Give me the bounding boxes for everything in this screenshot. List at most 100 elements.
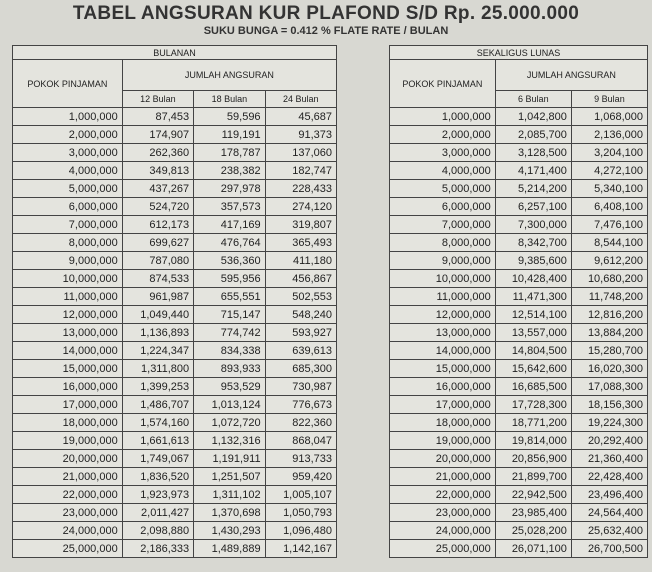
- principal: 3,000,000: [12, 143, 123, 162]
- installment: 5,214,200: [494, 179, 572, 198]
- installment: 8,544,100: [570, 233, 649, 252]
- principal: 2,000,000: [12, 125, 123, 144]
- lump-sum-table: SEKALIGUS LUNAS POKOK PINJAMAN JUMLAH ANGS…: [389, 45, 649, 558]
- term-row: 6 Bulan 9 Bulan: [390, 90, 649, 108]
- installment: 365,493: [264, 233, 338, 252]
- installment: 349,813: [121, 161, 195, 180]
- data-row: 20,000,000 1,749,067 1,191,911 913,733: [12, 449, 338, 468]
- installment: 26,700,500: [570, 539, 649, 558]
- installment: 5,340,100: [570, 179, 649, 198]
- installment: 14,804,500: [494, 341, 572, 360]
- data-row: 15,000,000 15,642,600 16,020,300: [389, 359, 649, 378]
- principal: 15,000,000: [389, 359, 496, 378]
- installment: 595,956: [193, 269, 266, 288]
- data-row: 10,000,000 874,533 595,956 456,867: [12, 269, 338, 288]
- installment: 953,529: [193, 377, 266, 396]
- installment: 137,060: [264, 143, 338, 162]
- installment: 21,360,400: [570, 449, 649, 468]
- installment: 12,514,100: [494, 305, 572, 324]
- term-row: 12 Bulan 18 Bulan 24 Bulan: [13, 90, 338, 108]
- installment: 274,120: [264, 197, 338, 216]
- installment: 174,907: [121, 125, 195, 144]
- data-row: 19,000,000 1,661,613 1,132,316 868,047: [12, 431, 338, 450]
- data-row: 9,000,000 9,385,600 9,612,200: [389, 251, 649, 270]
- installment: 776,673: [264, 395, 338, 414]
- installment: 24,564,400: [570, 503, 649, 522]
- installment: 1,142,167: [264, 539, 338, 558]
- section-header: BULANAN: [12, 45, 337, 60]
- installment: 178,787: [193, 143, 266, 162]
- principal: 10,000,000: [12, 269, 123, 288]
- installment: 1,370,698: [193, 503, 266, 522]
- installment: 21,899,700: [494, 467, 572, 486]
- data-row: 3,000,000 3,128,500 3,204,100: [389, 143, 649, 162]
- principal-header: POKOK PINJAMAN: [389, 59, 496, 108]
- data-row: 14,000,000 14,804,500 15,280,700: [389, 341, 649, 360]
- installment: 22,428,400: [570, 467, 649, 486]
- installment-table: BULANAN POKOK PINJAMAN JUMLAH ANGSURAN 12 B…: [12, 45, 338, 558]
- installment: 16,685,500: [494, 377, 572, 396]
- installment: 2,136,000: [570, 125, 649, 144]
- amount-header: JUMLAH ANGSURAN: [121, 59, 338, 91]
- installment: 119,191: [193, 125, 266, 144]
- principal: 11,000,000: [12, 287, 123, 306]
- installment: 15,642,600: [494, 359, 572, 378]
- installment: 913,733: [264, 449, 338, 468]
- installment: 2,085,700: [494, 125, 572, 144]
- data-row: 1,000,000 87,453 59,596 45,687: [12, 107, 338, 126]
- principal: 23,000,000: [389, 503, 496, 522]
- installment: 7,476,100: [570, 215, 649, 234]
- installment: 1,311,800: [121, 359, 195, 378]
- installment: 59,596: [193, 107, 266, 126]
- installment: 536,360: [193, 251, 266, 270]
- principal: 17,000,000: [12, 395, 123, 414]
- principal: 12,000,000: [12, 305, 123, 324]
- data-row: 10,000,000 10,428,400 10,680,200: [389, 269, 649, 288]
- principal: 13,000,000: [12, 323, 123, 342]
- section-header: SEKALIGUS LUNAS: [389, 45, 648, 60]
- installment: 961,987: [121, 287, 195, 306]
- section-row: BULANAN: [12, 45, 337, 60]
- data-row: 17,000,000 17,728,300 18,156,300: [389, 395, 649, 414]
- installment: 456,867: [264, 269, 338, 288]
- installment: 11,748,200: [570, 287, 649, 306]
- installment: 17,088,300: [570, 377, 649, 396]
- subtitle: SUKU BUNGA = 0.412 % FLATE RATE / BULAN: [203, 25, 449, 37]
- installment: 7,300,000: [494, 215, 572, 234]
- principal: 8,000,000: [12, 233, 123, 252]
- principal: 11,000,000: [389, 287, 496, 306]
- data-row: 19,000,000 19,814,000 20,292,400: [389, 431, 649, 450]
- principal: 2,000,000: [389, 125, 496, 144]
- data-row: 13,000,000 1,136,893 774,742 593,927: [12, 323, 338, 342]
- data-row: 25,000,000 2,186,333 1,489,889 1,142,167: [12, 539, 338, 558]
- installment: 1,489,889: [193, 539, 266, 558]
- installment: 8,342,700: [494, 233, 572, 252]
- data-row: 7,000,000 612,173 417,169 319,807: [12, 215, 338, 234]
- installment: 868,047: [264, 431, 338, 450]
- installment: 715,147: [193, 305, 266, 324]
- header-row: POKOK PINJAMAN JUMLAH ANGSURAN: [389, 59, 649, 108]
- installment: 4,171,400: [494, 161, 572, 180]
- installment: 3,204,100: [570, 143, 649, 162]
- principal: 22,000,000: [389, 485, 496, 504]
- principal: 15,000,000: [12, 359, 123, 378]
- installment: 25,632,400: [570, 521, 649, 540]
- installment: 2,011,427: [121, 503, 195, 522]
- principal: 14,000,000: [389, 341, 496, 360]
- installment: 1,042,800: [494, 107, 572, 126]
- installment: 685,300: [264, 359, 338, 378]
- installment: 893,933: [193, 359, 266, 378]
- installment: 1,486,707: [121, 395, 195, 414]
- data-row: 23,000,000 23,985,400 24,564,400: [389, 503, 649, 522]
- installment: 1,096,480: [264, 521, 338, 540]
- term-header: 12 Bulan: [121, 90, 195, 108]
- installment: 11,471,300: [494, 287, 572, 306]
- installment: 699,627: [121, 233, 195, 252]
- installment: 524,720: [121, 197, 195, 216]
- principal: 17,000,000: [389, 395, 496, 414]
- principal: 14,000,000: [12, 341, 123, 360]
- installment: 10,680,200: [570, 269, 649, 288]
- installment: 774,742: [193, 323, 266, 342]
- installment: 1,749,067: [121, 449, 195, 468]
- principal: 12,000,000: [389, 305, 496, 324]
